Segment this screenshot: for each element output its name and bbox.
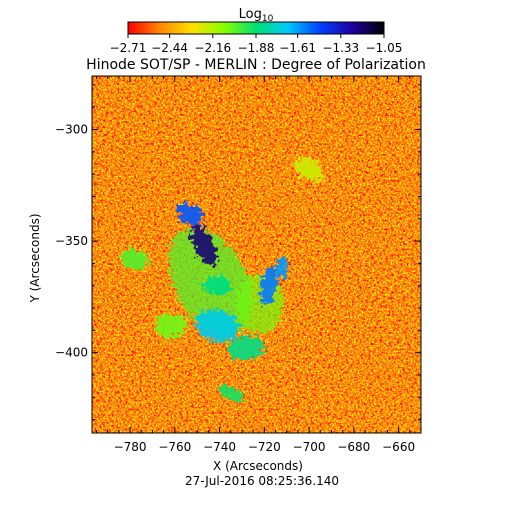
- heatmap-region: [217, 384, 244, 401]
- x-tick-label: −780: [114, 440, 147, 454]
- x-tick-label: −740: [203, 440, 236, 454]
- colorbar-tick-label: −2.71: [110, 41, 147, 55]
- heatmap-region: [195, 309, 239, 343]
- y-axis-label: Y (Arcseconds): [28, 213, 42, 303]
- heatmap-region: [228, 335, 265, 361]
- y-tick-label: −350: [55, 234, 88, 248]
- colorbar-tick-label: −1.33: [322, 41, 359, 55]
- colorbar-tick-label: −1.61: [279, 41, 316, 55]
- y-tick-label: −400: [55, 346, 88, 360]
- heatmap-region: [203, 276, 232, 295]
- x-tick-label: −660: [382, 440, 415, 454]
- colorbar-gradient: [127, 21, 385, 35]
- colorbar-label-subscript: 10: [262, 14, 274, 24]
- colorbar-ticks: −2.71 −2.44 −2.16 −1.88 −1.61 −1.33 −1.05: [110, 34, 403, 55]
- y-axis-ticks: −300 −350 −400: [55, 84, 421, 421]
- heatmap-region: [276, 257, 289, 278]
- timestamp: 27-Jul-2016 08:25:36.140: [185, 474, 339, 488]
- x-axis-ticks: −780 −760 −740 −720 −700 −680 −660: [95, 76, 422, 454]
- heatmap-yellow-noise: [92, 76, 421, 433]
- heatmap-regions: [120, 157, 324, 401]
- heatmap-region: [154, 313, 187, 338]
- y-tick-label: −300: [55, 123, 88, 137]
- colorbar-tick-label: −1.05: [366, 41, 403, 55]
- x-axis-label: X (Arcseconds): [213, 459, 303, 473]
- heatmap-region: [294, 157, 324, 182]
- colorbar: Log10 −2.71 −2.44 −2.16 −1.88 −1.61 −1.33 −1.0…: [110, 7, 403, 55]
- colorbar-label-base: Log: [239, 7, 262, 22]
- heatmap-region: [260, 265, 278, 306]
- heatmap-region: [177, 202, 204, 226]
- colorbar-tick-label: −2.44: [151, 41, 188, 55]
- plot-area: −780 −760 −740 −720 −700 −680 −660 −300 −350 −40…: [55, 75, 422, 454]
- x-tick-label: −700: [293, 440, 326, 454]
- heatmap-region: [190, 225, 217, 266]
- x-tick-label: −760: [158, 440, 191, 454]
- colorbar-label: Log10: [239, 7, 274, 24]
- plot-frame: [91, 75, 422, 434]
- x-tick-label: −680: [337, 440, 370, 454]
- heatmap-region: [120, 248, 149, 270]
- chart-title: Hinode SOT/SP - MERLIN : Degree of Polar…: [86, 57, 426, 73]
- x-tick-label: −720: [248, 440, 281, 454]
- colorbar-tick-label: −1.88: [238, 41, 275, 55]
- colorbar-tick-label: −2.16: [194, 41, 231, 55]
